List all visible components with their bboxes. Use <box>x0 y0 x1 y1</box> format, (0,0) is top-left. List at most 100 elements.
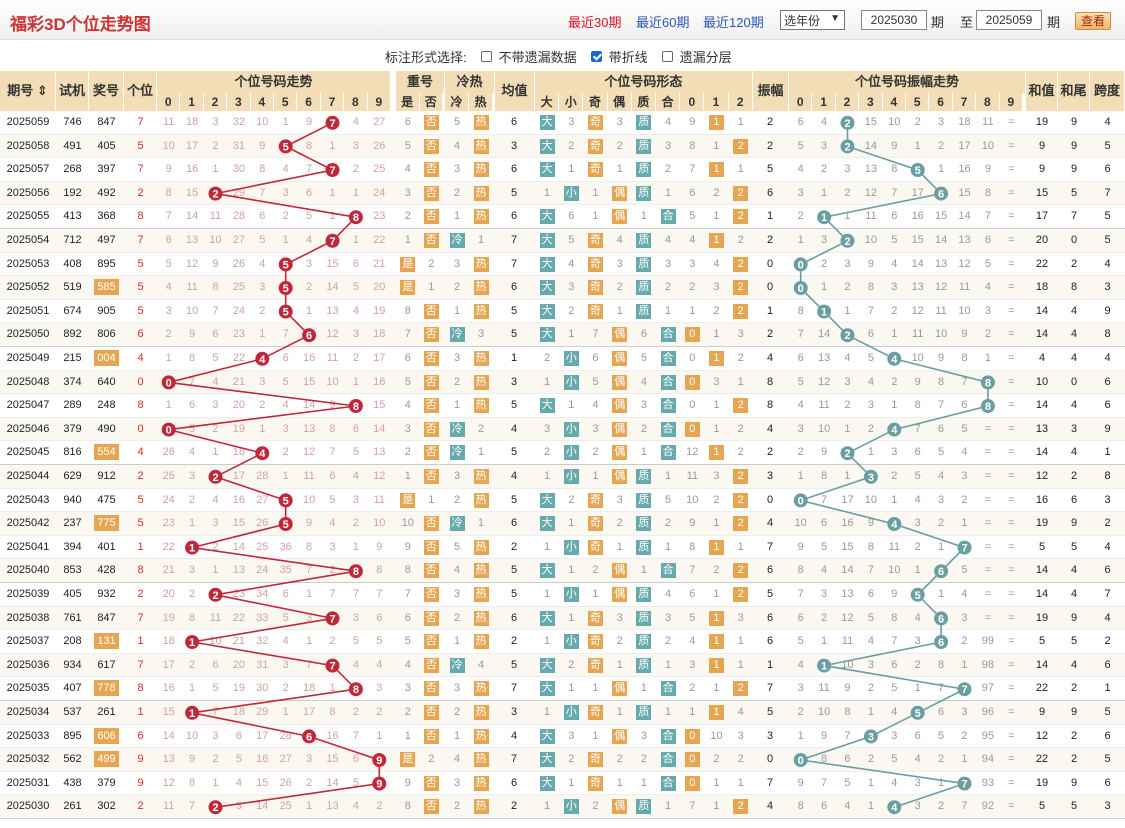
issue-cell: 2025050 <box>6 328 50 341</box>
form-cell-value: 3 <box>568 116 575 128</box>
trend-cell <box>297 725 320 749</box>
form-cell-value: 质 <box>636 280 652 296</box>
form-cell: 3 <box>559 725 583 749</box>
form-sub-header: 1 <box>704 93 729 111</box>
trend-cell: 1 <box>282 234 289 246</box>
trend-cell: 2 <box>189 588 196 600</box>
prize-cell: 248 <box>89 394 124 418</box>
amp-trend-cell: 15 <box>958 186 971 199</box>
repeat-cell-value: 2 <box>404 446 411 459</box>
repeat-cell-value: 否 <box>423 327 439 343</box>
form-cell: 2 <box>656 512 680 536</box>
trend-cell: 12 <box>302 446 316 459</box>
link-recent-60[interactable]: 最近60期 <box>636 15 690 30</box>
form-cell-value: 3 <box>568 729 575 742</box>
repeat-cell-value: 否 <box>423 374 439 390</box>
amp-trend-cell: 1 <box>938 776 945 789</box>
trend-cell: 4 <box>352 116 359 128</box>
coldhot-cell: 热 <box>469 394 493 418</box>
trend-cell: 12 <box>162 776 175 789</box>
coldhot-cell: 2 <box>469 418 493 442</box>
trend-cell: 7 <box>306 163 313 176</box>
trend-cell: 2 <box>212 139 219 152</box>
trend-cell: 2 <box>212 753 219 766</box>
amp-trend-cell: 4 <box>797 658 804 671</box>
table-row: 2025039 405 932 2 20 2 23 34 6 1 7 7 7 7 否 3 热 5 1 小 1 偶质 4 6 1 2… <box>0 583 1125 607</box>
year-select[interactable]: 选年份 ▼ <box>780 10 845 30</box>
road-cell-value: 8 <box>689 540 696 553</box>
trend-cell: 1 <box>212 564 219 577</box>
form-cell: 1 <box>608 654 632 678</box>
table-row: 2025035 407 778 8 16 1 5 19 30 2 18 1 3 3 否 3 热 7 大 1 1 偶 1 合 2 1… <box>0 677 1125 701</box>
amp-trend-cell: 9 <box>938 352 945 364</box>
trend-cell: 3 <box>212 116 219 128</box>
form-cell: 质 <box>632 512 656 536</box>
form-cell-value: 小 <box>563 634 579 650</box>
sum-cell: 9 <box>1038 139 1046 152</box>
trend-cell: 6 <box>306 186 313 199</box>
link-recent-120[interactable]: 最近120期 <box>703 15 764 30</box>
trend-cell: 1 <box>352 186 359 199</box>
coldhot-cell: 热 <box>469 465 493 489</box>
amp-digit-header: 2 <box>835 93 860 111</box>
checkbox-omission-layers[interactable] <box>661 51 673 62</box>
col-issue-header[interactable]: 期号 ⇕ <box>0 71 56 111</box>
coldhot-cell: 热 <box>469 677 493 701</box>
amp-trend-cell: 93 <box>981 776 994 789</box>
span-cell: 7 <box>1104 186 1111 199</box>
form-cell: 大 <box>535 111 559 135</box>
prize-value: 640 <box>97 375 116 388</box>
amp-trend-cell: 3 <box>844 375 851 388</box>
trend-cell: 3 <box>352 139 359 152</box>
form-sub-header: 偶 <box>607 93 632 111</box>
col-avg-header: 均值 <box>495 71 535 111</box>
road-cell: 1 <box>704 607 728 631</box>
coldhot-cell-value: 3 <box>453 352 461 364</box>
road-cell-value: 0 <box>684 752 700 768</box>
prize-cell: 499 <box>89 748 124 772</box>
trend-cell: 6 <box>165 234 172 246</box>
from-issue-input[interactable]: 2025030 <box>861 10 927 30</box>
trend-cell: 4 <box>189 446 196 459</box>
road-cell: 2 <box>729 394 753 418</box>
coldhot-cell-value: 1 <box>453 729 461 742</box>
query-button[interactable]: 查看 <box>1075 12 1111 30</box>
checkbox-with-line[interactable] <box>590 51 602 62</box>
amp-trend-cell: 7 <box>891 635 898 648</box>
form-cell-value: 大 <box>539 138 555 154</box>
tail-cell: 0 <box>1070 375 1078 388</box>
trend-cell: 17 <box>232 470 245 482</box>
avg-cell: 6 <box>510 281 518 294</box>
coldhot-cell-value: 3 <box>453 776 461 789</box>
checkbox-no-omission[interactable] <box>480 51 492 62</box>
form-cell-value: 1 <box>616 658 623 671</box>
trend-cell: 26 <box>162 446 175 459</box>
prize-cell: 492 <box>89 182 124 206</box>
form-cell-value: 2 <box>616 517 623 530</box>
coldhot-cell: 热 <box>469 489 493 513</box>
amp-cell: 5 <box>766 163 774 176</box>
form-cell-value: 3 <box>616 257 623 270</box>
trend-cell: 11 <box>186 281 198 294</box>
amp-trend-cell: 8 <box>821 753 828 766</box>
trend-cell: 22 <box>373 234 386 246</box>
trend-cell: 3 <box>235 800 242 813</box>
amp-cell: 6 <box>766 611 774 624</box>
units-cell: 8 <box>137 564 144 577</box>
trend-cell: 19 <box>162 611 175 624</box>
sum-cell: 14 <box>1035 446 1049 459</box>
amp-trend-cell: 5 <box>797 635 804 648</box>
form-cell: 4 <box>656 583 680 607</box>
trend-cell: 4 <box>352 800 359 813</box>
repeat-cell: 6 <box>396 111 420 135</box>
road-cell: 2 <box>729 441 753 465</box>
coldhot-cell-value: 1 <box>477 234 485 246</box>
trend-cell: 16 <box>256 753 269 766</box>
link-recent-30[interactable]: 最近30期 <box>568 15 622 30</box>
prize-cell: 490 <box>89 418 124 442</box>
form-cell-value: 偶 <box>612 185 628 201</box>
trend-cell: 5 <box>189 422 196 435</box>
table-row: 2025047 289 248 8 1 6 3 20 2 4 14 9 15 4 否 1 热 5 大 1 4 偶 3 合 0 1 2… <box>0 394 1125 418</box>
to-issue-input[interactable]: 2025059 <box>976 10 1042 30</box>
amp-trend-cell: = <box>1008 611 1015 624</box>
